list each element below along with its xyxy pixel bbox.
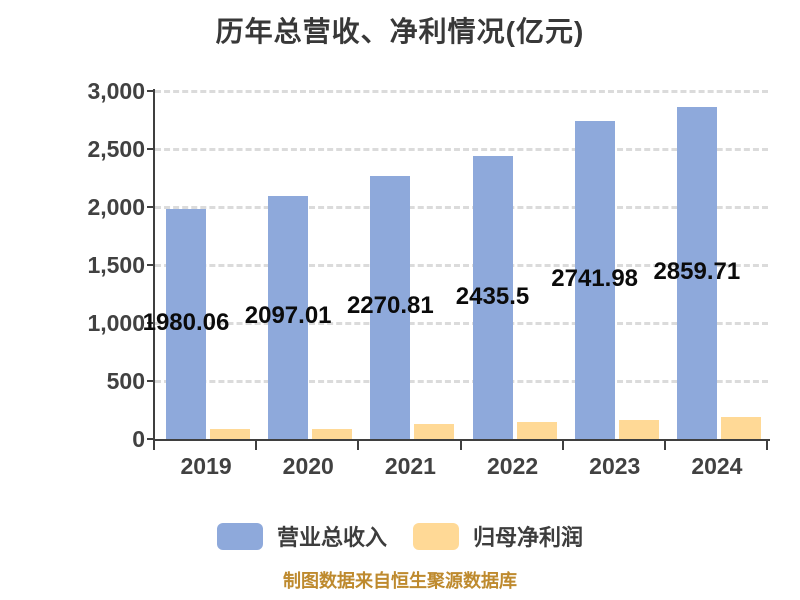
x-axis-tick [255, 441, 258, 450]
legend: 营业总收入 归母净利润 [0, 520, 800, 552]
revenue-bar [676, 107, 717, 439]
gridline [155, 264, 768, 267]
revenue-value-label: 2859.71 [653, 258, 741, 286]
x-axis-tick [766, 441, 768, 450]
y-axis-tick [147, 380, 155, 382]
y-axis-label: 1,500 [87, 252, 145, 278]
y-axis-label: 3,000 [87, 78, 145, 104]
y-axis-tick [147, 264, 155, 266]
profit-bar [414, 423, 455, 439]
y-axis-label: 0 [132, 426, 145, 452]
x-axis-label: 2023 [589, 453, 641, 479]
profit-bar [210, 429, 250, 439]
data-source-note: 制图数据来自恒生聚源数据库 [283, 571, 517, 591]
x-axis-tick [561, 441, 564, 450]
y-axis-tick [147, 90, 155, 92]
x-axis-label: 2021 [384, 453, 436, 479]
profit-bar [516, 421, 557, 439]
revenue-value-label: 2435.5 [455, 282, 530, 310]
gridline [155, 322, 768, 325]
x-axis-tick [663, 441, 666, 450]
revenue-value-label: 1980.06 [142, 309, 230, 337]
y-axis-line [153, 89, 155, 441]
y-axis-tick [147, 438, 155, 440]
x-axis-line [153, 439, 770, 441]
legend-item: 归母净利润 [413, 520, 583, 552]
gridline [155, 380, 768, 383]
revenue-value-label: 2270.81 [346, 292, 434, 320]
chart-title: 历年总营收、净利情况(亿元) [215, 16, 585, 47]
revenue-bar [268, 195, 309, 439]
revenue-bar [472, 156, 513, 439]
profit-bar [312, 428, 353, 439]
y-axis-label: 500 [106, 368, 145, 394]
y-axis-label: 2,000 [87, 194, 145, 220]
x-axis-label: 2020 [282, 453, 334, 479]
legend-swatch-revenue [216, 522, 263, 550]
x-axis-tick [357, 441, 360, 450]
y-axis-label: 1,000 [87, 310, 145, 336]
profit-bar [618, 419, 659, 439]
y-axis-tick [147, 206, 155, 208]
gridline [155, 90, 768, 93]
revenue-bar [370, 175, 411, 439]
legend-label: 归母净利润 [473, 525, 584, 550]
gridline [155, 206, 768, 209]
x-axis-label: 2019 [180, 453, 232, 479]
revenue-value-label: 2097.01 [244, 302, 332, 330]
y-axis-label: 2,500 [87, 136, 145, 162]
legend-label: 营业总收入 [276, 525, 387, 550]
revenue-bar [166, 209, 206, 439]
x-axis-tick [153, 441, 155, 450]
x-axis-tick [459, 441, 462, 450]
revenue-value-label: 2741.98 [551, 264, 639, 292]
y-axis-tick [147, 148, 155, 150]
legend-item: 营业总收入 [216, 520, 387, 552]
profit-bar [720, 417, 761, 439]
x-axis-label: 2022 [486, 453, 539, 479]
x-axis-label: 2024 [691, 453, 743, 479]
legend-swatch-profit [413, 522, 459, 550]
y-axis-tick [147, 322, 155, 324]
gridline [155, 148, 768, 151]
revenue-bar [574, 120, 615, 439]
